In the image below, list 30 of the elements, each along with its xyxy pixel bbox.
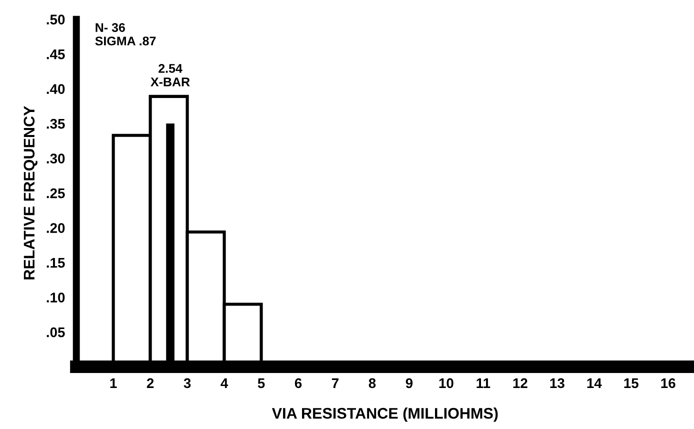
x-tick-label: 12: [513, 378, 528, 388]
y-tick-label: .20: [46, 223, 65, 233]
annotation: N- 36 SIGMA .87: [95, 23, 156, 46]
y-tick-label: .40: [46, 84, 65, 94]
y-tick-label: .15: [46, 258, 65, 268]
x-tick-label: 3: [184, 378, 191, 388]
y-tick-label: .50: [46, 14, 65, 24]
x-tick-label: 9: [406, 378, 413, 388]
y-tick-label: .45: [46, 50, 65, 60]
x-tick-label: 6: [294, 378, 302, 388]
ref-line-label: 2.54 X-BAR: [150, 64, 190, 86]
x-axis-title: VIA RESISTANCE (MILLIOHMS): [272, 408, 498, 422]
x-tick-label: 1: [110, 378, 117, 388]
x-tick-label: 4: [220, 378, 228, 388]
x-tick-label: 16: [661, 378, 676, 388]
x-tick-label: 8: [368, 378, 376, 388]
x-tick-label: 11: [476, 378, 490, 388]
x-tick-label: 10: [439, 378, 454, 388]
x-tick-label: 5: [258, 378, 265, 388]
y-tick-label: .05: [46, 327, 65, 338]
y-tick-label: .25: [46, 188, 65, 198]
x-tick-label: 7: [332, 378, 338, 388]
y-tick-label: .10: [46, 292, 65, 302]
y-tick-label: .35: [46, 118, 65, 129]
x-tick-label: 13: [550, 378, 564, 388]
y-tick-label: .30: [46, 154, 65, 164]
x-tick-label: 14: [587, 378, 602, 388]
x-tick-label: 2: [146, 378, 154, 388]
y-axis-title: RELATIVE FREQUENCY: [24, 106, 38, 280]
x-tick-label: 15: [624, 378, 638, 388]
